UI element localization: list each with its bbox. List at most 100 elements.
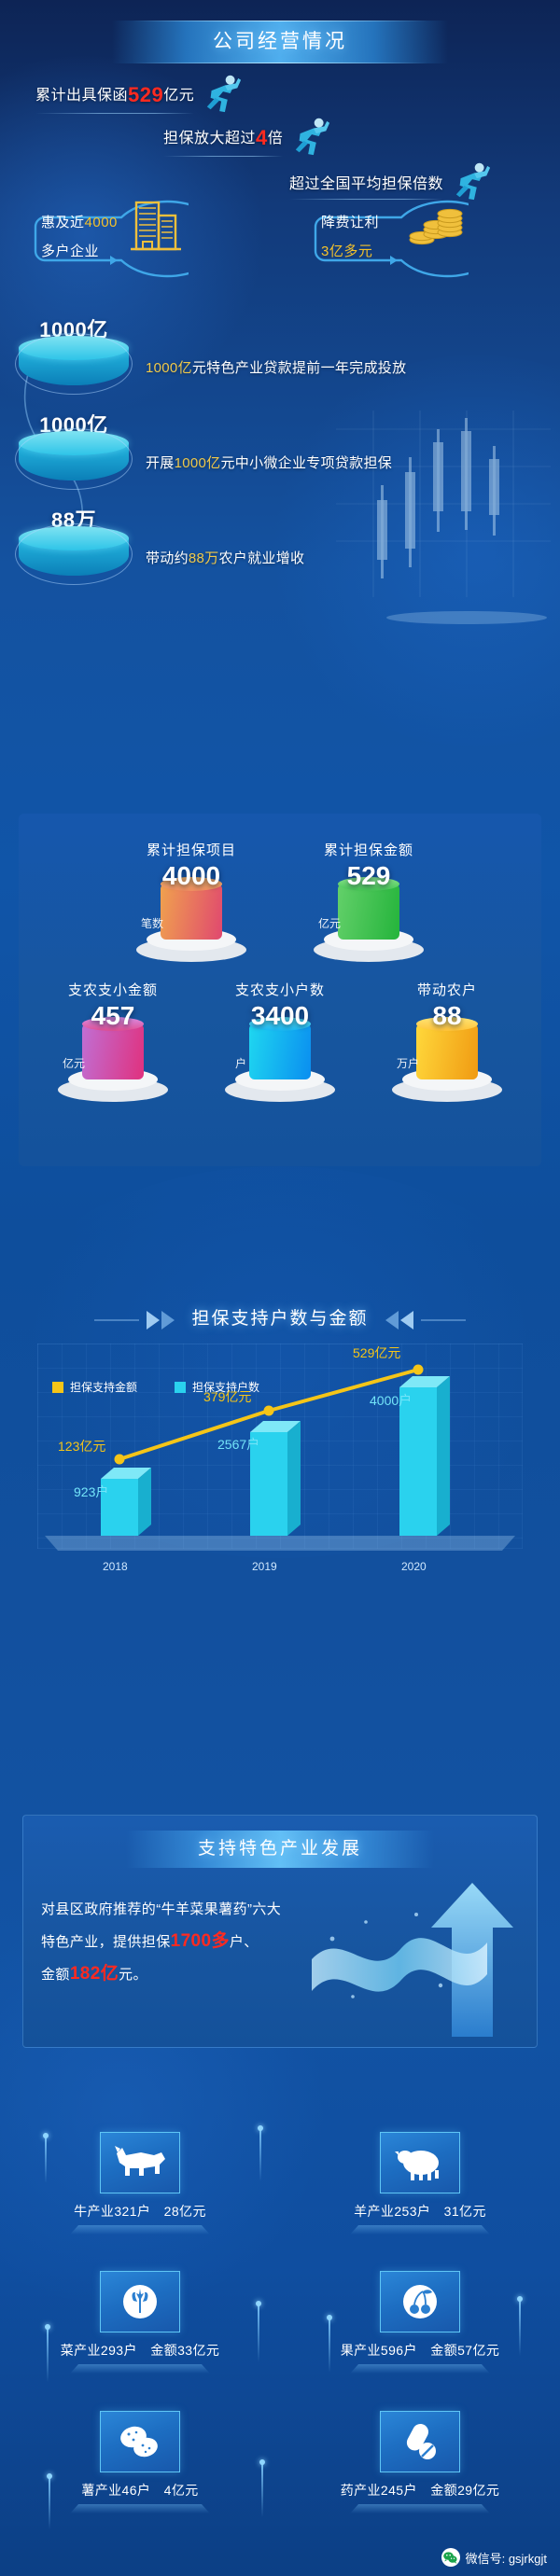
runner-icon — [296, 118, 330, 156]
special-industry-line2-pre: 特色产业，提供担保 — [41, 1934, 171, 1950]
special-industry-line2-num: 1700多 — [170, 1931, 230, 1951]
coins-icon — [409, 208, 463, 245]
chart-label-amount-2019: 379亿元 — [203, 1389, 252, 1404]
stat-card-1: 累计担保项目 4000 笔数 — [121, 840, 261, 964]
cylinder-row-1-desc: 1000亿元特色产业贷款提前一年完成投放 — [146, 357, 406, 377]
growth-arrow-icon — [312, 1883, 513, 2037]
cylinder-1: 1000亿 — [15, 318, 133, 397]
stat-card-4: 支农支小户数 3400 户 — [210, 980, 350, 1104]
cylinder-row-2-post: 元中小微企业专项贷款担保 — [220, 454, 393, 471]
vegetable-icon — [123, 2285, 157, 2318]
chart-label-households-2020: 4000户 — [370, 1393, 413, 1408]
highlight-row-1-text: 累计出具保函529亿元 — [35, 83, 195, 106]
special-industry-line1: 对县区政府推荐的“牛羊菜果薯药”六大 — [41, 1901, 282, 1917]
chart-xtick-2019: 2019 — [252, 1560, 277, 1573]
industry-cell-fruit[interactable]: 果产业596户 金额57亿元 — [299, 2271, 541, 2374]
stat-card-3: 支农支小金额 457 亿元 — [43, 980, 183, 1104]
stat-card-3-unit: 亿元 — [62, 1057, 85, 1070]
decorative-pin — [259, 2459, 265, 2517]
cylinder-2: 1000亿 — [15, 413, 133, 493]
legend-label-households: 担保支持户数 — [192, 1381, 260, 1394]
industry-cell-vegetable[interactable]: 菜产业293户 金额33亿元 — [19, 2271, 261, 2374]
cylinder-row-2-num: 1000亿 — [174, 454, 221, 471]
wechat-footer: 微信号: gsjrkgjt — [441, 2548, 547, 2567]
chevron-right-icon — [94, 1310, 175, 1330]
industry-cell-sheep[interactable]: 羊产业253户 31亿元 — [299, 2132, 541, 2235]
stat-card-3-value: 457 — [91, 1001, 135, 1030]
cylinder-row-3-post: 农户就业增收 — [218, 550, 305, 566]
stat-card-5-label: 带动农户 — [416, 982, 477, 998]
decorative-pin — [47, 2473, 52, 2529]
stats-panel — [19, 814, 541, 1166]
chart-xtick-2018: 2018 — [103, 1560, 128, 1573]
stat-card-1-label: 累计担保项目 — [146, 842, 236, 858]
cylinder-row-1: 1000亿 1000亿元特色产业贷款提前一年完成投放 — [15, 318, 406, 397]
industry-tile-sheep — [380, 2132, 460, 2193]
industry-cell-potato[interactable]: 薯产业46户 4亿元 — [19, 2411, 261, 2513]
sheep-icon — [395, 2151, 439, 2180]
industry-shelf — [350, 2225, 490, 2235]
legend-swatch-households — [175, 1381, 187, 1393]
highlight-row-2-underline — [163, 155, 284, 157]
runner-icon — [207, 75, 242, 113]
special-industry-line2: 特色产业，提供担保1700多户、 — [41, 1926, 349, 1958]
cherry-icon — [403, 2285, 437, 2318]
chart-label-households-2018: 923户 — [74, 1484, 109, 1499]
bubble-enterprises-line1-pre: 惠及近 — [41, 215, 85, 230]
runner-icon — [455, 162, 491, 201]
cylinder-row-3-pre: 带动约 — [146, 550, 189, 566]
cylinder-row-2-desc: 开展1000亿元中小微企业专项贷款担保 — [146, 453, 392, 472]
industry-tile-potato — [100, 2411, 180, 2472]
wechat-label: 微信号: gsjrkgjt — [465, 2551, 547, 2566]
stat-card-2-value: 529 — [346, 861, 391, 890]
highlight-row-3: 超过全国平均担保倍数 — [289, 160, 492, 203]
industry-caption-cow: 牛产业321户 28亿元 — [74, 2204, 206, 2219]
stat-card-2-unit: 亿元 — [317, 917, 341, 930]
chart-xtick-2020: 2020 — [401, 1560, 427, 1573]
cylinder-row-1-num: 1000亿 — [146, 359, 192, 376]
legend-swatch-amount — [52, 1381, 63, 1393]
highlight-row-1: 累计出具保函529亿元 — [35, 73, 243, 116]
industry-shelf — [350, 2504, 490, 2513]
special-industry-line3-pre: 金额 — [41, 1967, 70, 1983]
stat-card-1-podium: 笔数 — [121, 877, 261, 964]
special-industry-text: 对县区政府推荐的“牛羊菜果薯药”六大 特色产业，提供担保1700多户、 金额18… — [41, 1894, 349, 1991]
highlight-row-1-suffix: 亿元 — [163, 87, 195, 104]
industry-cell-medicine[interactable]: 药产业245户 金额29亿元 — [299, 2411, 541, 2513]
bubble-enterprises-line1-num: 4000 — [84, 215, 118, 230]
bubble-enterprises: 惠及近4000 多户企业 — [28, 191, 189, 281]
industry-tile-vegetable — [100, 2271, 180, 2332]
special-industry-line3: 金额182亿元。 — [41, 1958, 349, 1991]
stat-card-2-label: 累计担保金额 — [323, 842, 413, 858]
chart-label-households-2019: 2567户 — [217, 1437, 260, 1452]
cylinder-row-2-pre: 开展 — [146, 454, 175, 471]
highlight-row-1-number: 529 — [128, 82, 164, 106]
industry-shelf — [350, 2364, 490, 2374]
decorative-pin — [43, 2133, 49, 2183]
bubble-fee-reduction: 降费让利 3亿多元 — [308, 191, 469, 281]
decorative-pin — [258, 2125, 263, 2181]
decorative-pin — [256, 2301, 261, 2362]
highlight-row-2: 担保放大超过4倍 — [163, 116, 331, 159]
stat-card-4-label: 支农支小户数 — [234, 982, 325, 998]
chart-series-layer — [45, 1364, 515, 1551]
bubble-outline — [34, 200, 189, 278]
cylinder-row-2: 1000亿 开展1000亿元中小微企业专项贷款担保 — [15, 413, 392, 493]
decorative-pin — [327, 2315, 332, 2373]
highlight-row-1-prefix: 累计出具保函 — [35, 87, 129, 104]
stat-card-4-unit: 户 — [234, 1057, 246, 1070]
stat-card-1-unit: 笔数 — [140, 917, 163, 930]
page-title: 公司经营情况 — [112, 21, 448, 63]
line-point-2018 — [114, 1454, 125, 1465]
cylinder-row-1-post: 元特色产业贷款提前一年完成投放 — [191, 359, 407, 376]
bubble-enterprises-lines: 惠及近4000 多户企业 — [41, 212, 162, 260]
industry-caption-fruit: 果产业596户 金额57亿元 — [340, 2343, 500, 2358]
industry-cell-cow[interactable]: 牛产业321户 28亿元 — [19, 2132, 261, 2235]
cow-icon — [115, 2146, 165, 2176]
chart-section-title: 担保支持户数与金额 — [191, 1309, 369, 1329]
cylinder-2-halo — [15, 428, 133, 490]
industry-caption-potato: 薯产业46户 4亿元 — [81, 2483, 199, 2498]
bubble-fee-reduction-lines: 降费让利 3亿多元 — [321, 212, 442, 260]
decorative-pin — [517, 2296, 523, 2356]
stat-card-5-unit: 万户 — [396, 1057, 419, 1070]
